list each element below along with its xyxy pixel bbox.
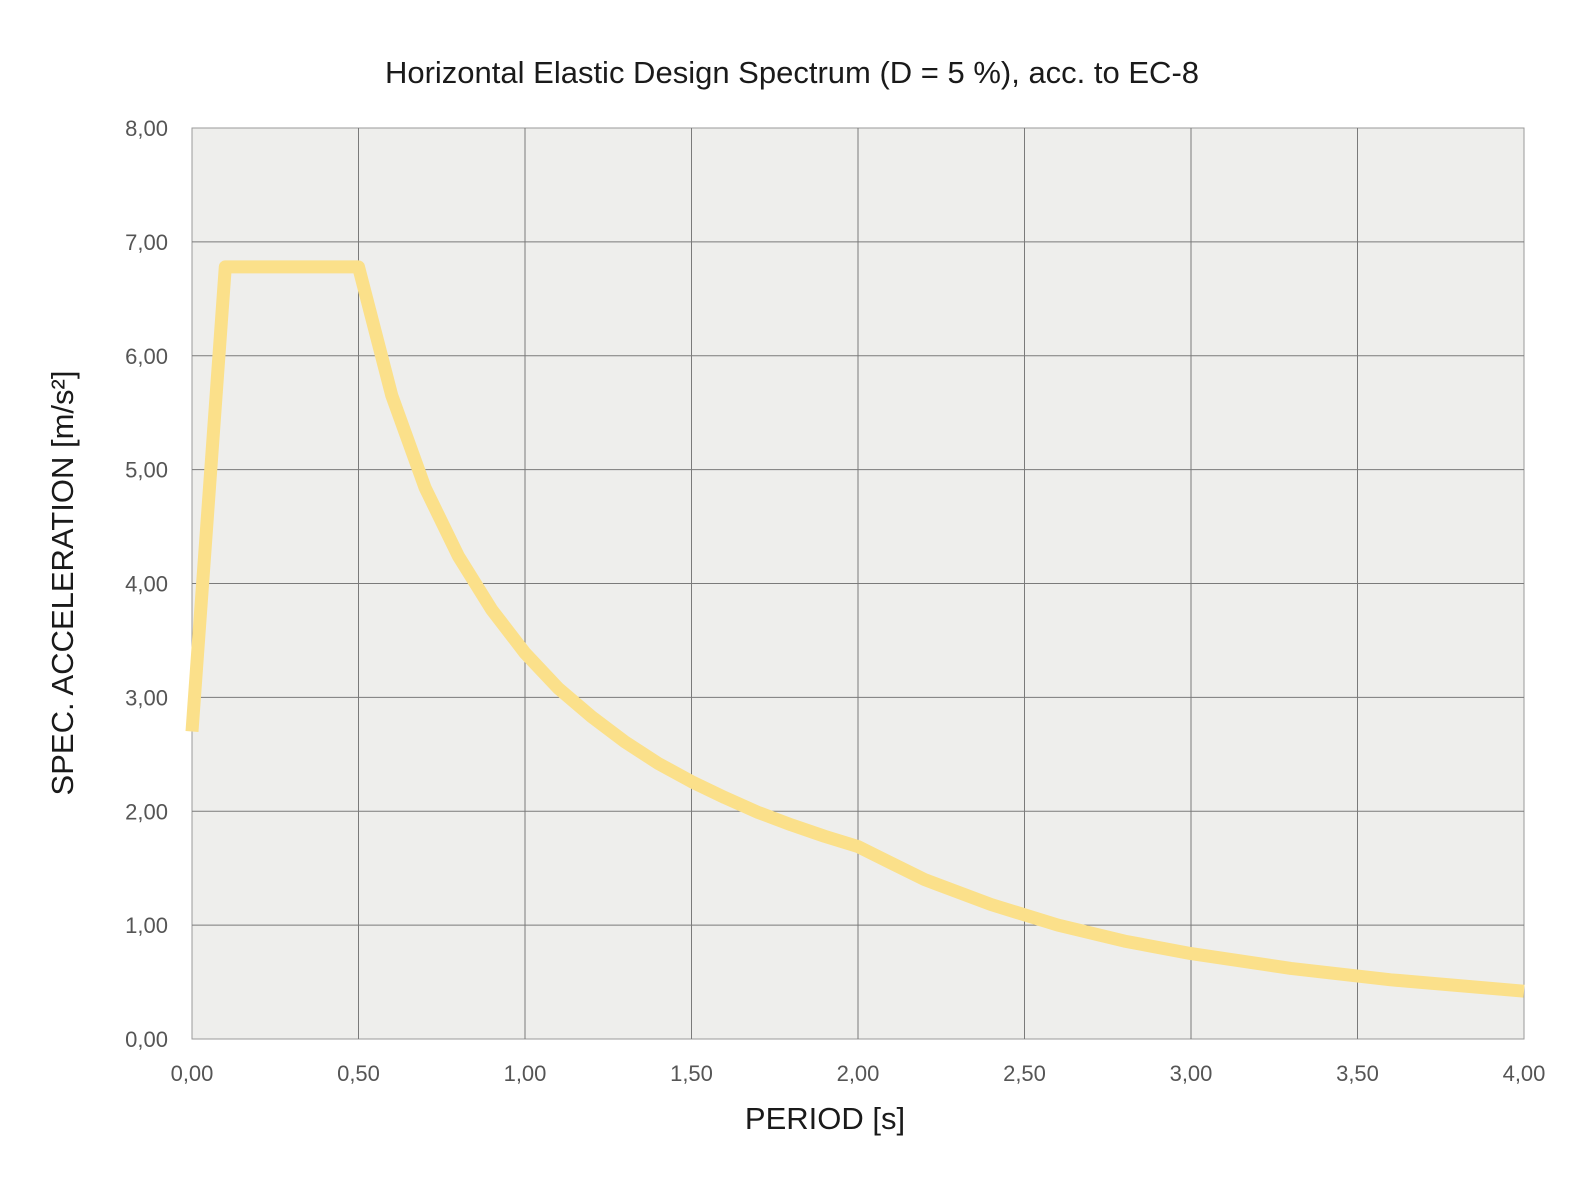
spectrum-line — [185, 260, 1525, 998]
x-tick-label: 1,00 — [504, 1061, 547, 1086]
x-tick-label: 2,00 — [837, 1061, 880, 1086]
y-tick-label: 0,00 — [125, 1027, 168, 1052]
y-tick-label: 6,00 — [125, 344, 168, 369]
x-tick-label: 3,00 — [1170, 1061, 1213, 1086]
grid-lines — [192, 128, 1524, 1039]
y-tick-label: 2,00 — [125, 799, 168, 824]
x-tick-labels: 0,00 0,50 1,00 1,50 2,00 2,50 3,00 3,50 4,00 — [171, 1061, 1546, 1086]
y-tick-label: 7,00 — [125, 230, 168, 255]
y-tick-label: 4,00 — [125, 572, 168, 597]
x-tick-label: 1,50 — [670, 1061, 713, 1086]
x-tick-label: 0,50 — [337, 1061, 380, 1086]
chart-title: Horizontal Elastic Design Spectrum (D = … — [385, 55, 1199, 90]
x-tick-label: 2,50 — [1003, 1061, 1046, 1086]
series-layer — [185, 260, 1525, 998]
y-tick-label: 1,00 — [125, 913, 168, 938]
x-tick-label: 0,00 — [171, 1061, 214, 1086]
y-tick-labels: 0,00 1,00 2,00 3,00 4,00 5,00 6,00 7,00 8,00 — [125, 116, 168, 1052]
y-axis-label: SPEC. ACCELERATION [m/s²] — [45, 371, 80, 796]
x-tick-label: 4,00 — [1503, 1061, 1546, 1086]
y-tick-label: 3,00 — [125, 685, 168, 710]
y-tick-label: 5,00 — [125, 458, 168, 483]
x-tick-label: 3,50 — [1336, 1061, 1379, 1086]
x-axis-label: PERIOD [s] — [745, 1101, 905, 1136]
y-tick-label: 8,00 — [125, 116, 168, 141]
